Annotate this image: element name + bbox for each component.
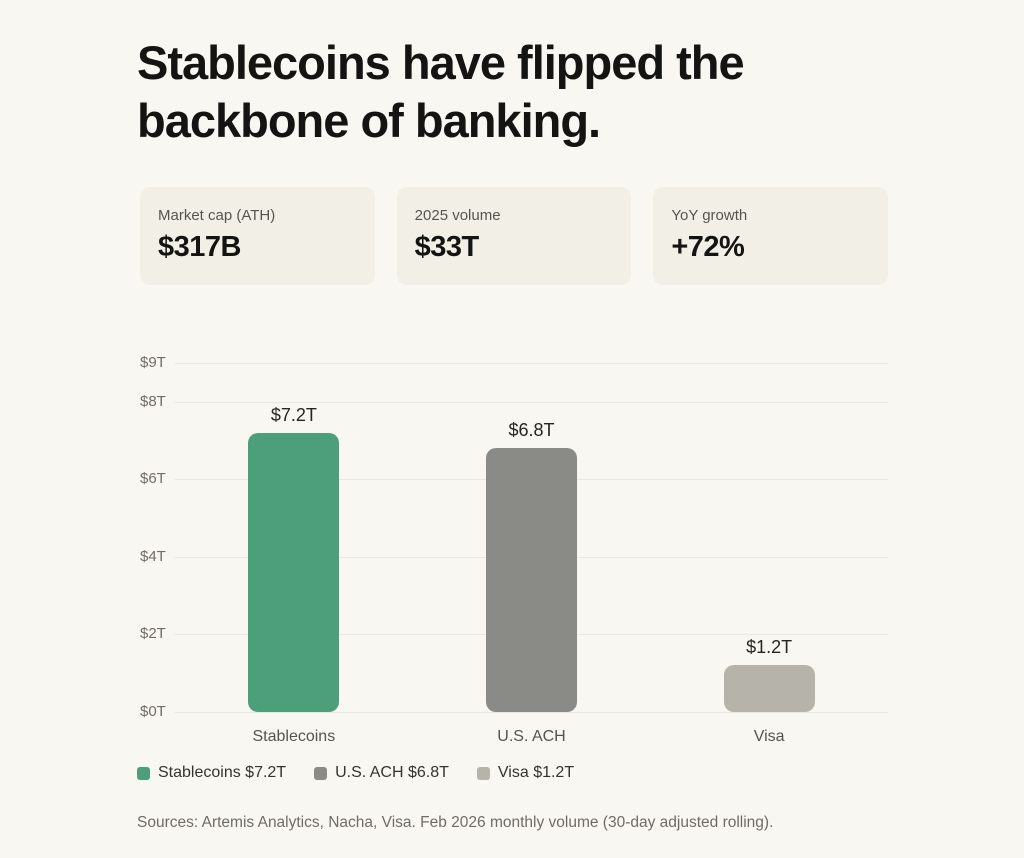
stat-label: YoY growth [671, 207, 748, 224]
x-axis-category-label: Visa [753, 728, 785, 745]
x-axis-category-label: Stablecoins [252, 728, 336, 745]
gridline [175, 401, 888, 403]
stat-label: 2025 volume [414, 207, 501, 224]
y-axis-tick-label: $6T [140, 470, 166, 488]
bar-chart: $0T $2T $4T $6T $8T $9T $7.2T Stablecoins $6.8T U… [137, 345, 888, 750]
bar-stablecoins [248, 432, 340, 712]
bar-value-label: $7.2T [270, 404, 317, 425]
sources-note: Sources: Artemis Analytics, Nacha, Visa.… [137, 814, 774, 831]
stat-value: $317B [158, 231, 241, 263]
stat-value: $33T [414, 231, 480, 263]
gridline [175, 363, 888, 364]
stat-card-yoy-growth: YoY growth +72% [653, 187, 889, 285]
y-axis-tick-label: $0T [140, 703, 166, 720]
stat-label: Market cap (ATH) [158, 207, 276, 224]
legend-swatch [314, 766, 328, 780]
legend-label: Visa $1.2T [497, 764, 575, 781]
stat-cards-row: Market cap (ATH) $317B 2025 volume $33T … [140, 187, 889, 285]
legend-item: Visa $1.2T [476, 764, 575, 782]
bar-visa [723, 665, 815, 712]
legend-swatch [476, 766, 490, 780]
legend-item: U.S. ACH $6.8T [314, 764, 449, 782]
legend-item: Stablecoins $7.2T [137, 764, 286, 782]
y-axis-tick-label: $8T [140, 392, 166, 410]
page-title: Stablecoins have flipped the backbone of… [137, 36, 745, 147]
bar-value-label: $1.2T [746, 637, 793, 658]
legend-label: U.S. ACH $6.8T [335, 764, 449, 781]
y-axis-tick-label: $9T [140, 354, 166, 371]
bar-u-s-ach [486, 448, 577, 712]
x-axis-category-label: U.S. ACH [497, 728, 566, 745]
bar-value-label: $6.8T [508, 420, 555, 441]
legend-label: Stablecoins $7.2T [158, 764, 287, 781]
stat-value: +72% [671, 231, 745, 263]
legend-swatch [137, 766, 150, 780]
chart-legend: Stablecoins $7.2T U.S. ACH $6.8T Visa $1.2… [137, 764, 574, 782]
stat-card-2025-volume: 2025 volume $33T [396, 187, 632, 285]
y-axis-tick-label: $2T [140, 625, 166, 643]
gridline [175, 712, 888, 713]
stat-card-market-cap: Market cap (ATH) $317B [140, 187, 375, 285]
y-axis-tick-label: $4T [140, 547, 166, 565]
